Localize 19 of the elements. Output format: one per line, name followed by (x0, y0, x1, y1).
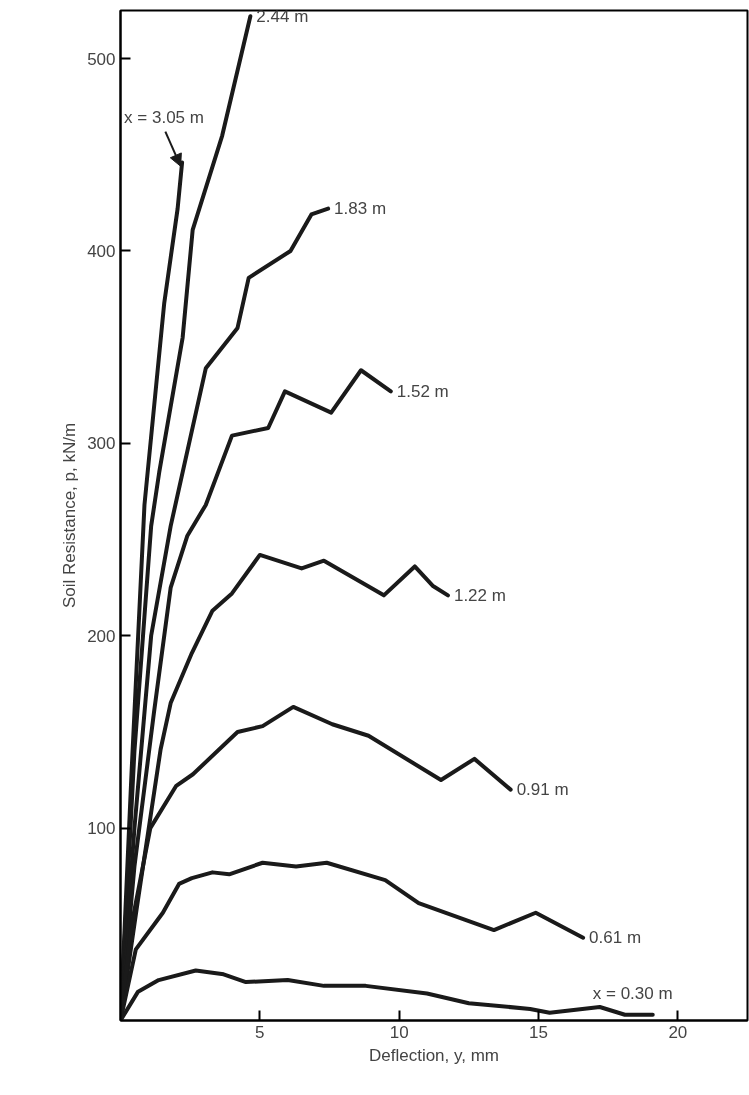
y-tick-label: 500 (87, 49, 116, 69)
y-tick-label: 200 (87, 626, 116, 646)
series-label: 0.91 m (516, 780, 569, 800)
x-tick-label: 10 (389, 1022, 409, 1042)
x-tick-label: 20 (668, 1022, 688, 1042)
series-label: 2.44 m (256, 6, 309, 26)
series-label: 0.61 m (589, 928, 642, 948)
series-label: 1.83 m (334, 199, 387, 219)
series-label: 1.52 m (396, 381, 449, 401)
y-tick-label: 100 (87, 819, 116, 839)
y-axis-title: Soil Resistance, p, kN/m (60, 422, 80, 609)
y-tick-label: 300 (87, 434, 116, 454)
x-axis-title: Deflection, y, mm (368, 1045, 500, 1065)
x-tick-label: 15 (529, 1022, 548, 1042)
x-tick-label: 5 (255, 1022, 265, 1042)
text: x = 3.05 m (124, 107, 204, 127)
y-tick-label: 400 (87, 241, 116, 261)
series-label: x = 0.30 m (592, 983, 673, 1003)
series-label: 1.22 m (453, 585, 506, 605)
